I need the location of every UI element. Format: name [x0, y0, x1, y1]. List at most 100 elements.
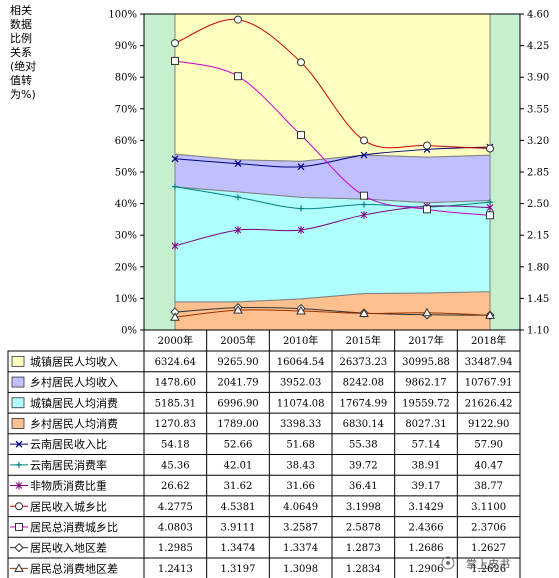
data-point-triangle [422, 307, 432, 317]
table-cell-value: 3952.03 [280, 378, 321, 389]
table-cell-value: 8242.08 [343, 378, 384, 389]
y-left-tick-label: 100% [108, 10, 137, 21]
table-cell-value: 6996.90 [217, 398, 258, 409]
data-point-plus [235, 194, 241, 201]
table-cell-value: 3398.33 [280, 419, 321, 430]
table-cell-value: 51.68 [286, 440, 315, 451]
legend-label: 乡村居民人均消费 [30, 416, 118, 430]
data-point-square [171, 56, 179, 65]
data-point-x [171, 155, 179, 163]
y-axis-title-line: 相关 [10, 3, 32, 17]
table-cell-value: 8027.31 [405, 419, 446, 430]
data-point-circle [423, 141, 431, 150]
category-label: 2018年 [471, 334, 506, 347]
data-point-x [360, 151, 368, 159]
category-label: 2010年 [283, 334, 318, 347]
table-cell-value: 9122.90 [468, 419, 509, 430]
table-cell-value: 2.4366 [409, 522, 444, 533]
y-right-tick-label: 1.45 [527, 294, 549, 305]
table-cell-value: 19559.72 [402, 398, 450, 409]
table-row: 云南居民收入比 54.18 52.66 51.68 55.38 57.14 57.90 [10, 437, 503, 451]
table-row: 城镇居民人均收入 6324.64 9265.90 16064.54 26373.23 30… [11, 354, 513, 368]
legend-label: 居民总消费城乡比 [30, 520, 118, 534]
y-right-tick-label: 1.10 [527, 326, 549, 337]
table-cell-value: 1.3098 [283, 564, 318, 575]
table-cell-value: 21626.42 [465, 398, 513, 409]
table-row: 乡村居民人均收入 1478.60 2041.79 3952.03 8242.08 9862… [11, 375, 513, 389]
y-axis-title-line: 数据 [10, 17, 32, 31]
legend-label: 城镇居民人均消费 [30, 396, 118, 410]
category-label: 2017年 [408, 334, 443, 347]
table-cell-value: 57.14 [412, 440, 441, 451]
watermark-text: 掌上皮书 [466, 557, 510, 571]
data-point-star [486, 203, 494, 212]
table-cell-value: 33487.94 [465, 357, 513, 368]
data-point-circle [171, 39, 179, 48]
data-point-square [486, 211, 494, 220]
table-cell-value: 42.01 [224, 460, 253, 471]
y-axis-title-line: 值转 [10, 73, 32, 87]
data-point-triangle [296, 306, 306, 315]
y-right-tick-label: 2.85 [527, 168, 549, 179]
table-row: 居民收入城乡比 4.2775 4.5381 4.0649 3.1998 3.1429 3.1… [10, 499, 506, 513]
stacked-areas [174, 13, 491, 331]
category-label: 2005年 [220, 334, 255, 347]
y-right-tick-label: 2.50 [527, 199, 549, 210]
y-left-tick-label: 60% [115, 136, 137, 147]
data-point-square [360, 191, 368, 200]
y-left-tick-label: 20% [115, 262, 137, 273]
y-left-tick-label: 40% [115, 199, 137, 210]
table-cell-value: 57.90 [474, 440, 503, 451]
area-series-0 [174, 13, 491, 162]
table-row: 乡村居民人均消费 1270.83 1789.00 3398.33 6830.14 8027… [11, 416, 509, 430]
data-point-square [234, 72, 242, 81]
table-cell-value: 4.0649 [283, 502, 318, 513]
table-cell-value: 38.91 [412, 460, 441, 471]
table-cell-value: 11074.08 [277, 398, 325, 409]
data-point-triangle [359, 308, 369, 317]
table-cell-value: 4.0803 [158, 522, 193, 533]
data-point-triangle [233, 305, 243, 314]
table-row: 居民收入地区差 1.2985 1.3474 1.3374 1.2873 1.2686 1.2… [10, 541, 506, 555]
legend-swatch [11, 376, 25, 388]
table-cell-value: 1.2873 [346, 543, 381, 554]
table-cell-value: 3.1998 [346, 502, 381, 513]
table-cell-value: 3.2587 [283, 522, 318, 533]
table-row: 居民总消费地区差 1.2413 1.3197 1.3098 1.2834 1.2906 1.… [10, 561, 506, 575]
line-series [170, 15, 495, 321]
table-cell-value: 1.2906 [409, 564, 444, 575]
y-right-tick-label: 3.90 [527, 73, 549, 84]
y-axis-title-line: (绝对 [10, 59, 36, 73]
table-row: 居民总消费城乡比 4.0803 3.9111 3.2587 2.5878 2.4366 2.… [10, 520, 506, 534]
legend-label: 非物质消费比重 [30, 479, 107, 493]
y-axis-title-line: 比例 [10, 31, 32, 45]
table-cell-value: 1.2834 [346, 564, 381, 575]
table-cell-value: 1270.83 [155, 419, 196, 430]
table-cell-value: 1789.00 [217, 419, 258, 430]
y-right-tick-label: 3.55 [527, 104, 549, 115]
table-cell-value: 6830.14 [343, 419, 384, 430]
data-point-square [297, 131, 305, 140]
table-body [7, 350, 521, 578]
table-cell-value: 10767.91 [465, 378, 513, 389]
data-point-circle [360, 136, 368, 145]
data-point-plus [298, 205, 304, 212]
table-cell-value: 40.47 [474, 460, 503, 471]
table-cell-value: 52.66 [224, 440, 253, 451]
y-right-tick-label: 3.20 [527, 136, 549, 147]
table-cell-value: 26.62 [161, 481, 190, 492]
table-cell-value: 39.72 [349, 460, 378, 471]
series-line-10 [174, 309, 491, 318]
table-cell-value: 31.62 [224, 481, 253, 492]
y-left-tick-label: 10% [115, 294, 137, 305]
data-point-circle [486, 144, 494, 153]
table-cell-value: 39.17 [412, 481, 441, 492]
y-axis-title-line: 关系 [10, 45, 32, 59]
legend-label: 云南居民消费率 [30, 458, 107, 472]
data-point-plus [172, 183, 178, 190]
data-point-triangle [170, 312, 180, 321]
table-cell-value: 31.66 [286, 481, 315, 492]
data-point-x [297, 163, 305, 171]
y-left-tick-label: 70% [115, 104, 137, 115]
